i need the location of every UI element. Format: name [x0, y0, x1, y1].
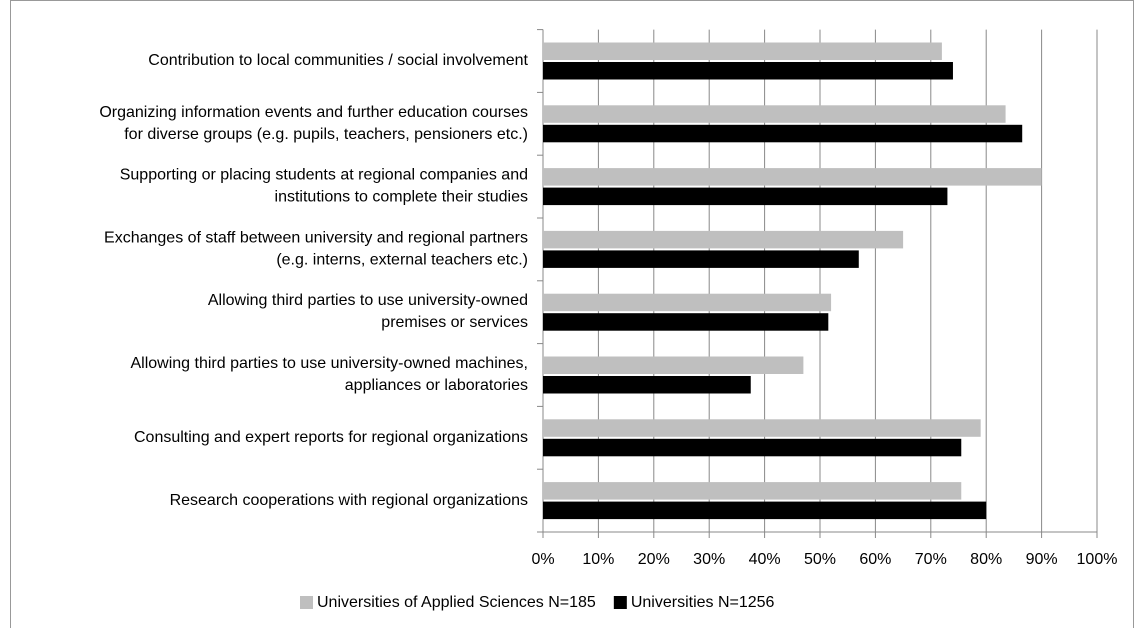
bar	[543, 482, 962, 500]
x-tick-label: 10%	[582, 551, 614, 568]
x-tick-label: 30%	[693, 551, 725, 568]
bar	[543, 168, 1042, 186]
bar	[543, 105, 1006, 123]
y-tick-label: Allowing third parties to use university…	[130, 355, 528, 394]
bar	[543, 376, 751, 394]
x-tick-label: 20%	[638, 551, 670, 568]
bar	[543, 438, 962, 457]
bar	[543, 187, 948, 206]
legend-label: Universities of Applied Sciences N=185	[317, 594, 596, 611]
legend-swatch	[613, 596, 627, 609]
bar	[543, 230, 904, 249]
y-tick-label: Contribution to local communities / soci…	[148, 52, 528, 69]
x-tick-label: 90%	[1026, 551, 1058, 568]
x-tick-label: 60%	[859, 551, 891, 568]
legend-swatch	[300, 596, 313, 609]
y-tick-label: Allowing third parties to use university…	[208, 292, 528, 331]
legend-label: Universities N=1256	[631, 594, 775, 611]
y-tick-label: Research cooperations with regional orga…	[170, 492, 528, 509]
bar	[543, 124, 1023, 143]
x-tick-label: 70%	[915, 551, 947, 568]
x-tick-label: 40%	[749, 551, 781, 568]
y-tick-label: Consulting and expert reports for region…	[134, 429, 528, 446]
x-tick-label: 100%	[1077, 551, 1118, 568]
y-tick-label: Organizing information events and furthe…	[99, 104, 528, 143]
x-tick-label: 80%	[970, 551, 1002, 568]
y-tick-label: Supporting or placing students at region…	[120, 167, 528, 206]
bar	[543, 250, 859, 268]
bar	[543, 501, 987, 520]
bar	[543, 313, 829, 331]
x-tick-label: 0%	[531, 551, 554, 568]
bar	[543, 293, 832, 312]
bar	[543, 419, 981, 437]
x-tick-label: 50%	[804, 551, 836, 568]
bar	[543, 356, 804, 374]
bar	[543, 42, 942, 60]
bar	[543, 62, 953, 80]
y-tick-label: Exchanges of staff between university an…	[104, 230, 528, 269]
